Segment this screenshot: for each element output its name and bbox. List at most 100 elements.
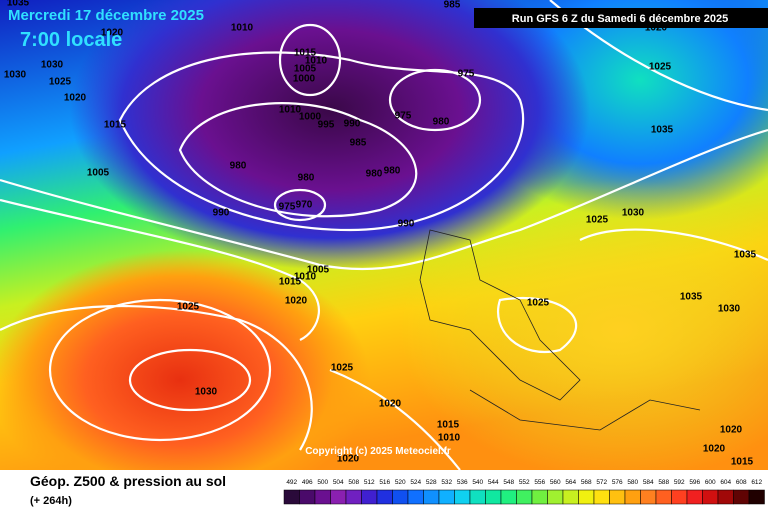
isobar-label: 1025 xyxy=(177,302,200,313)
isobar-label: 1015 xyxy=(104,120,127,131)
isobar-label: 1020 xyxy=(645,23,668,34)
scale-swatch xyxy=(686,489,703,505)
isobar-label: 1010 xyxy=(231,23,254,34)
scale-swatch xyxy=(454,489,471,505)
isobar-label: 1005 xyxy=(294,64,317,75)
scale-label: 568 xyxy=(581,479,592,486)
isobar-label: 1030 xyxy=(41,60,64,71)
isobar-label: 1025 xyxy=(49,77,72,88)
isobar-label: 1030 xyxy=(195,387,218,398)
isobar-label: 1030 xyxy=(622,208,645,219)
isobar-label: 1020 xyxy=(285,296,308,307)
scale-label: 592 xyxy=(674,479,685,486)
isobar-label: 1035 xyxy=(680,292,703,303)
scale-swatch xyxy=(578,489,595,505)
isobar-label: 980 xyxy=(384,166,401,177)
scale-swatch xyxy=(500,489,517,505)
isobar-label: 1035 xyxy=(7,0,30,9)
scale-label: 496 xyxy=(302,479,313,486)
isobar-label: 1030 xyxy=(4,70,27,81)
isobar-label: 1020 xyxy=(379,399,402,410)
isobar-label: 1010 xyxy=(279,105,302,116)
scale-label: 524 xyxy=(410,479,421,486)
isobar-label: 985 xyxy=(444,0,461,11)
scale-swatch xyxy=(671,489,688,505)
scale-swatch xyxy=(748,489,765,505)
scale-swatch xyxy=(407,489,424,505)
scale-label: 556 xyxy=(534,479,545,486)
scale-label: 600 xyxy=(705,479,716,486)
isobar-label: 1025 xyxy=(331,363,354,374)
isobar-label: 1035 xyxy=(734,250,757,261)
isobar-label: 990 xyxy=(398,219,415,230)
isobar-label: 1030 xyxy=(718,304,741,315)
isobar-label: 1010 xyxy=(294,272,317,283)
scale-label: 560 xyxy=(550,479,561,486)
isobar-label: 1025 xyxy=(649,62,672,73)
isobar-label: 980 xyxy=(230,161,247,172)
scale-label: 608 xyxy=(736,479,747,486)
isobar-label: 980 xyxy=(298,173,315,184)
isobar-label: 1015 xyxy=(437,420,460,431)
scale-label: 516 xyxy=(379,479,390,486)
scale-label: 500 xyxy=(317,479,328,486)
scale-label: 588 xyxy=(658,479,669,486)
scale-swatch xyxy=(314,489,331,505)
isobar-label: 1020 xyxy=(720,425,743,436)
scale-swatch xyxy=(423,489,440,505)
isobar-label: 1020 xyxy=(64,93,87,104)
isobar-label: 990 xyxy=(344,119,361,130)
scale-swatch xyxy=(345,489,362,505)
isobar-label: 980 xyxy=(366,169,383,180)
scale-swatch xyxy=(299,489,316,505)
isobar-label: 1005 xyxy=(87,168,110,179)
scale-swatch xyxy=(361,489,378,505)
isobar-label: 1010 xyxy=(438,433,461,444)
isobar-label: 1025 xyxy=(586,215,609,226)
scale-swatch xyxy=(376,489,393,505)
scale-label: 492 xyxy=(286,479,297,486)
isobar-label: 990 xyxy=(213,208,230,219)
footer-lead: (+ 264h) xyxy=(30,495,72,507)
isobar-label: 1000 xyxy=(293,74,316,85)
scale-swatch xyxy=(392,489,409,505)
isobar-label: 975 xyxy=(395,111,412,122)
color-scale: 492 496 500 504 508 512 516 520 524 528 532 536 540 5… xyxy=(283,479,765,505)
scale-swatch xyxy=(593,489,610,505)
scale-swatch xyxy=(485,489,502,505)
scale-label: 576 xyxy=(612,479,623,486)
run: Run GFS 6 Z du Samedi 6 décembre 2025 xyxy=(512,13,728,25)
scale-label: 512 xyxy=(364,479,375,486)
isobar-label: 1025 xyxy=(527,298,550,309)
scale-swatch xyxy=(733,489,750,505)
scale-swatch xyxy=(609,489,626,505)
scale-swatch xyxy=(469,489,486,505)
scale-swatch xyxy=(531,489,548,505)
scale-swatch xyxy=(438,489,455,505)
isobar-label: 980 xyxy=(433,117,450,128)
scale-swatch xyxy=(702,489,719,505)
scale-label: 540 xyxy=(472,479,483,486)
scale-label: 604 xyxy=(720,479,731,486)
scale-swatch xyxy=(717,489,734,505)
isobar-label: 1005 xyxy=(307,265,330,276)
isobar-label: 1035 xyxy=(651,125,674,136)
time: 7:00 locale xyxy=(20,29,122,51)
scale-label: 532 xyxy=(441,479,452,486)
isobar-label: 1015 xyxy=(294,48,317,59)
isobar-labels: 1035 985101010201030103010251020101510051… xyxy=(4,0,757,468)
scale-swatch xyxy=(640,489,657,505)
scale-swatch xyxy=(562,489,579,505)
scale-label: 584 xyxy=(643,479,654,486)
scale-label: 528 xyxy=(426,479,437,486)
isobar-label: 1020 xyxy=(703,444,726,455)
isobar-label: 1010 xyxy=(305,56,328,67)
isobar-label: 1020 xyxy=(101,28,124,39)
isobar-label: 975 xyxy=(279,202,296,213)
copyright: Copyright (c) 2025 Meteociel.fr xyxy=(305,446,451,457)
isobar-label: 1015 xyxy=(279,277,302,288)
isobar-label: 1015 xyxy=(731,457,754,468)
isobar-label: 985 xyxy=(350,138,367,149)
scale-label: 596 xyxy=(689,479,700,486)
